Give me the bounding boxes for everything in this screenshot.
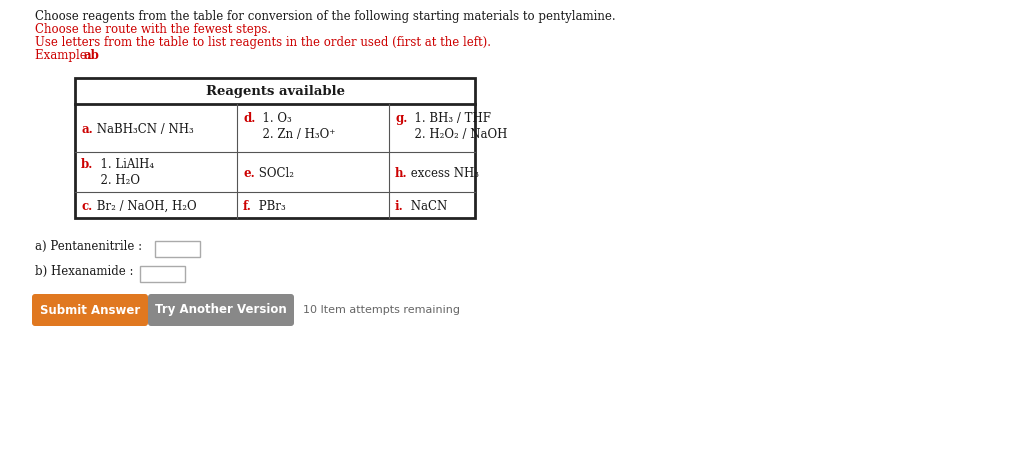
Text: SOCl₂: SOCl₂ xyxy=(255,167,294,180)
Text: PBr₃: PBr₃ xyxy=(255,200,286,213)
Text: Choose reagents from the table for conversion of the following starting material: Choose reagents from the table for conve… xyxy=(35,10,615,23)
Text: 1. BH₃ / THF: 1. BH₃ / THF xyxy=(407,112,490,125)
Text: h.: h. xyxy=(395,167,408,180)
Text: excess NH₃: excess NH₃ xyxy=(407,167,479,180)
Bar xyxy=(75,78,475,218)
Text: 2. Zn / H₃O⁺: 2. Zn / H₃O⁺ xyxy=(255,128,336,141)
Text: 10 Item attempts remaining: 10 Item attempts remaining xyxy=(303,305,460,315)
Text: ab: ab xyxy=(83,49,99,62)
Text: i.: i. xyxy=(395,200,403,213)
Text: d.: d. xyxy=(243,112,255,125)
Text: 2. H₂O: 2. H₂O xyxy=(93,174,140,187)
FancyBboxPatch shape xyxy=(32,294,148,326)
Text: Use letters from the table to list reagents in the order used (first at the left: Use letters from the table to list reage… xyxy=(35,36,490,49)
Text: b.: b. xyxy=(81,158,93,171)
Text: Choose the route with the fewest steps.: Choose the route with the fewest steps. xyxy=(35,23,271,36)
Text: 2. H₂O₂ / NaOH: 2. H₂O₂ / NaOH xyxy=(407,128,507,141)
FancyBboxPatch shape xyxy=(148,294,294,326)
Text: c.: c. xyxy=(81,200,92,213)
Text: e.: e. xyxy=(243,167,255,180)
Text: a.: a. xyxy=(81,123,93,136)
Text: Br₂ / NaOH, H₂O: Br₂ / NaOH, H₂O xyxy=(93,200,197,213)
Text: b) Hexanamide :: b) Hexanamide : xyxy=(35,265,133,278)
Text: g.: g. xyxy=(395,112,408,125)
Text: Try Another Version: Try Another Version xyxy=(155,303,287,317)
Text: f.: f. xyxy=(243,200,252,213)
Text: Reagents available: Reagents available xyxy=(206,84,344,97)
Text: Submit Answer: Submit Answer xyxy=(40,303,140,317)
Text: a) Pentanenitrile :: a) Pentanenitrile : xyxy=(35,240,142,253)
Text: 1. O₃: 1. O₃ xyxy=(255,112,292,125)
Bar xyxy=(140,266,185,282)
Text: 1. LiAlH₄: 1. LiAlH₄ xyxy=(93,158,155,171)
Bar xyxy=(155,241,200,257)
Text: NaBH₃CN / NH₃: NaBH₃CN / NH₃ xyxy=(93,123,194,136)
Text: NaCN: NaCN xyxy=(407,200,447,213)
Text: Example:: Example: xyxy=(35,49,94,62)
